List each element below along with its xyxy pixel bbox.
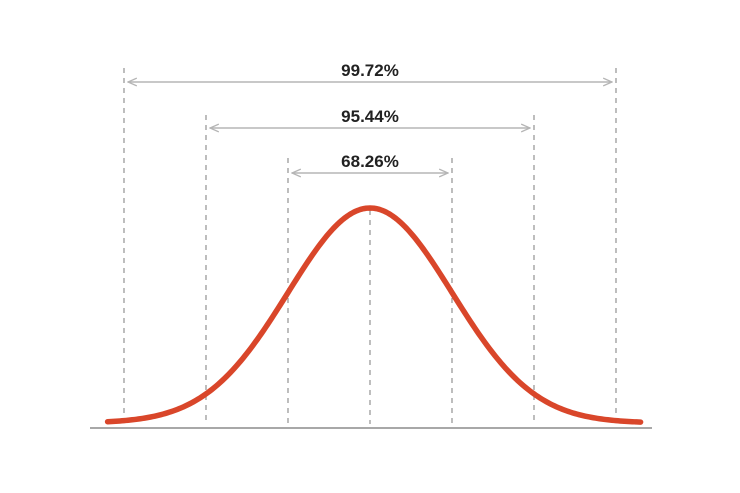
- range-label: 99.72%: [341, 61, 399, 80]
- percentage-ranges: 99.72% 95.44% 68.26%: [128, 61, 612, 173]
- bell-curve-group: [104, 205, 644, 425]
- range-label: 95.44%: [341, 107, 399, 126]
- normal-curve-line: [104, 205, 644, 425]
- range-label: 68.26%: [341, 152, 399, 171]
